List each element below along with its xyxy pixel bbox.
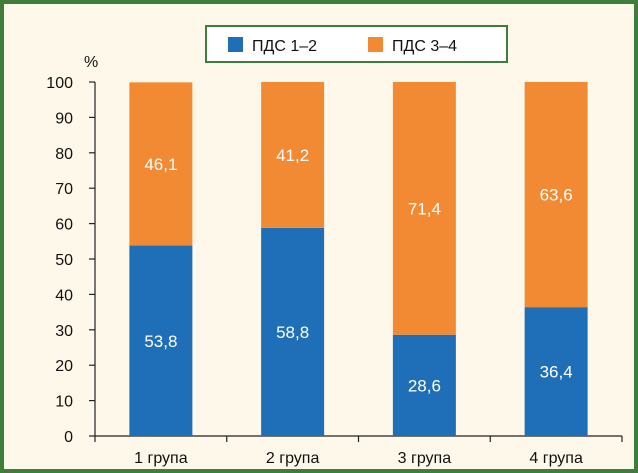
y-tick-label-50: 50 <box>55 252 73 269</box>
y-tick-label-70: 70 <box>55 181 73 198</box>
data-label-3-series-2: 71,4 <box>408 199 441 218</box>
y-axis-unit-label: % <box>84 54 98 71</box>
y-tick-label-30: 30 <box>55 323 73 340</box>
legend-swatch-series-2 <box>368 37 383 52</box>
bar-1-series-1 <box>129 245 193 436</box>
legend-label-series-1: ПДС 1–2 <box>252 38 317 55</box>
data-label-4-series-1: 36,4 <box>540 363 573 382</box>
bar-4-series-2 <box>524 82 588 308</box>
data-label-1-series-2: 46,1 <box>144 155 177 174</box>
data-label-2-series-1: 58,8 <box>276 323 309 342</box>
data-label-3-series-1: 28,6 <box>408 376 441 395</box>
y-tick-label-40: 40 <box>55 287 73 304</box>
bar-1-series-2 <box>129 82 193 246</box>
data-label-4-series-2: 63,6 <box>540 186 573 205</box>
legend-swatch-series-1 <box>228 37 243 52</box>
y-tick-label-90: 90 <box>55 110 73 127</box>
x-tick-label-3: 3 група <box>398 450 452 467</box>
y-tick-label-10: 10 <box>55 394 73 411</box>
x-tick-label-1: 1 група <box>134 450 188 467</box>
data-label-1-series-1: 53,8 <box>144 332 177 351</box>
y-tick-label-80: 80 <box>55 146 73 163</box>
y-tick-label-20: 20 <box>55 358 73 375</box>
x-tick-label-4: 4 група <box>529 450 583 467</box>
legend-box <box>205 25 508 63</box>
y-tick-label-60: 60 <box>55 217 73 234</box>
bar-3-series-2 <box>392 82 456 335</box>
bars: 53,8 46,1 58,8 41,2 28,6 71,4 36,4 63,6 <box>129 82 588 436</box>
y-tick-label-0: 0 <box>64 429 73 446</box>
bar-2-series-2 <box>261 82 325 228</box>
bar-4-series-1 <box>524 307 588 436</box>
data-label-2-series-2: 41,2 <box>276 146 309 165</box>
legend-label-series-2: ПДС 3–4 <box>392 38 457 55</box>
legend: ПДС 1–2 ПДС 3–4 <box>205 25 508 63</box>
bar-3-series-1 <box>392 334 456 436</box>
x-tick-label-2: 2 група <box>266 450 320 467</box>
bar-2-series-1 <box>261 227 325 436</box>
y-tick-label-100: 100 <box>46 75 73 92</box>
